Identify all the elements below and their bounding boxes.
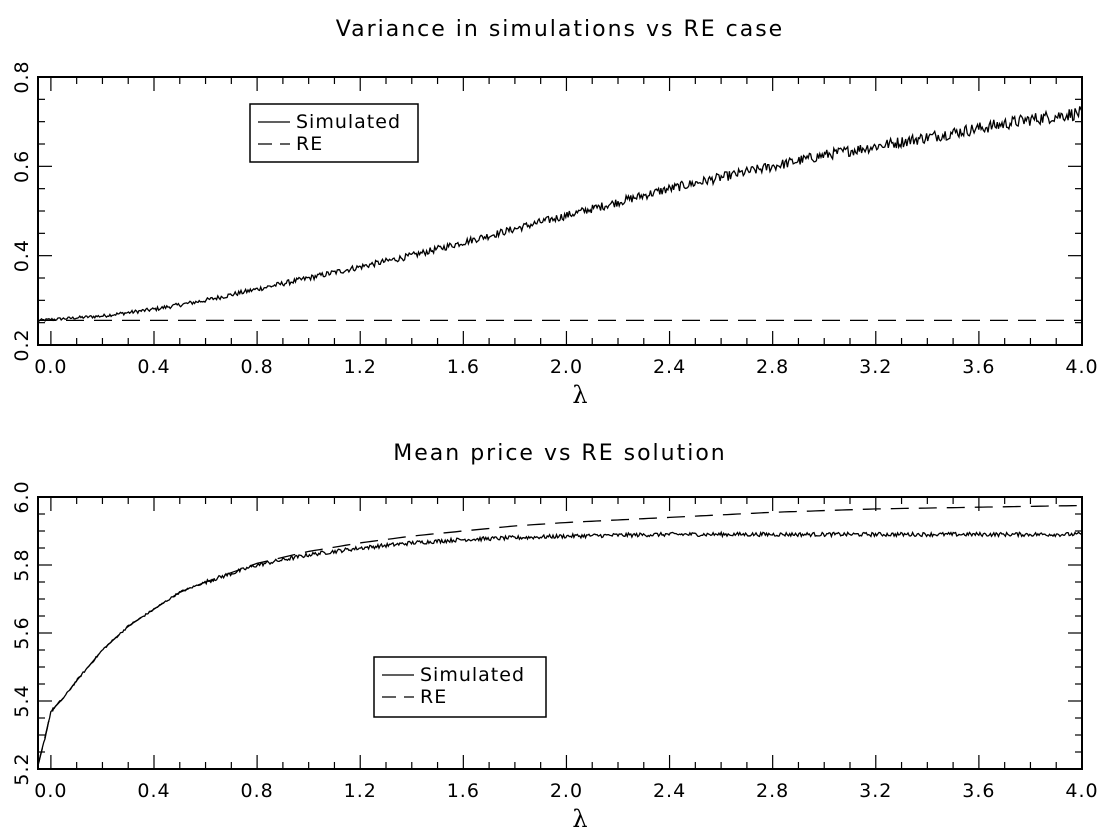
y-tick-label: 6.0 — [11, 480, 33, 513]
x-tick-label: 2.4 — [653, 356, 686, 378]
plot-frame — [37, 76, 1083, 346]
legend-label: RE — [296, 133, 323, 155]
x-tick-label: 1.6 — [447, 356, 480, 378]
legend-label: RE — [420, 686, 447, 708]
variance-chart: Variance in simulations vs RE case 0.0 0.… — [11, 17, 1098, 409]
chart-title: Mean price vs RE solution — [393, 441, 726, 466]
x-tick-label: 2.8 — [756, 356, 789, 378]
x-tick-label: 4.0 — [1065, 356, 1098, 378]
y-tick-label: 0.4 — [11, 239, 33, 272]
series-simulated-line — [37, 530, 1083, 765]
x-axis-label: λ — [572, 381, 587, 409]
legend-box — [373, 656, 547, 718]
tick-marks — [38, 496, 1083, 770]
x-tick-label: 2.0 — [550, 780, 583, 802]
x-tick-label: 3.2 — [859, 356, 892, 378]
x-tick-label: 2.0 — [550, 356, 583, 378]
x-tick-label: 0.0 — [34, 780, 67, 802]
x-tick-label: 2.8 — [756, 780, 789, 802]
x-tick-label: 0.0 — [34, 356, 67, 378]
x-tick-label: 3.2 — [859, 780, 892, 802]
x-tick-labels: 0.0 0.4 0.8 1.2 1.6 2.0 2.4 2.8 3.2 3.6 4.0 — [34, 780, 1098, 802]
y-tick-labels: 0.2 0.4 0.6 0.8 — [11, 60, 33, 361]
legend-label: Simulated — [420, 664, 525, 686]
legend-box — [249, 103, 419, 163]
x-tick-label: 4.0 — [1065, 780, 1098, 802]
x-axis-label: λ — [572, 805, 587, 832]
y-tick-label: 5.4 — [11, 684, 33, 717]
x-tick-label: 0.4 — [137, 780, 170, 802]
series-lines — [37, 504, 1083, 766]
y-tick-label: 5.6 — [11, 616, 33, 649]
plot-frame — [37, 496, 1083, 770]
x-tick-label: 1.6 — [447, 780, 480, 802]
x-tick-label: 2.4 — [653, 780, 686, 802]
x-tick-label: 0.8 — [241, 780, 274, 802]
y-tick-label: 0.6 — [11, 150, 33, 183]
y-tick-label: 5.8 — [11, 548, 33, 581]
mean-price-chart: Mean price vs RE solution 0.0 0.4 0.8 1.2 1.… — [11, 441, 1098, 832]
chart-title: Variance in simulations vs RE case — [336, 17, 784, 42]
x-tick-label: 0.4 — [137, 356, 170, 378]
y-tick-label: 0.8 — [11, 60, 33, 93]
x-tick-label: 0.8 — [241, 356, 274, 378]
series-simulated-line — [37, 106, 1083, 323]
y-tick-labels: 5.2 5.4 5.6 5.8 6.0 — [11, 480, 33, 785]
x-tick-label: 3.6 — [962, 780, 995, 802]
x-tick-label: 1.2 — [344, 780, 377, 802]
x-tick-label: 3.6 — [962, 356, 995, 378]
tick-marks — [38, 76, 1083, 346]
y-tick-label: 0.2 — [11, 328, 33, 361]
x-tick-label: 1.2 — [344, 356, 377, 378]
series-lines — [37, 106, 1083, 323]
x-tick-labels: 0.0 0.4 0.8 1.2 1.6 2.0 2.4 2.8 3.2 3.6 4.0 — [34, 356, 1098, 378]
y-tick-label: 5.2 — [11, 752, 33, 785]
series-re-line — [37, 504, 1083, 766]
legend-label: Simulated — [296, 111, 401, 133]
